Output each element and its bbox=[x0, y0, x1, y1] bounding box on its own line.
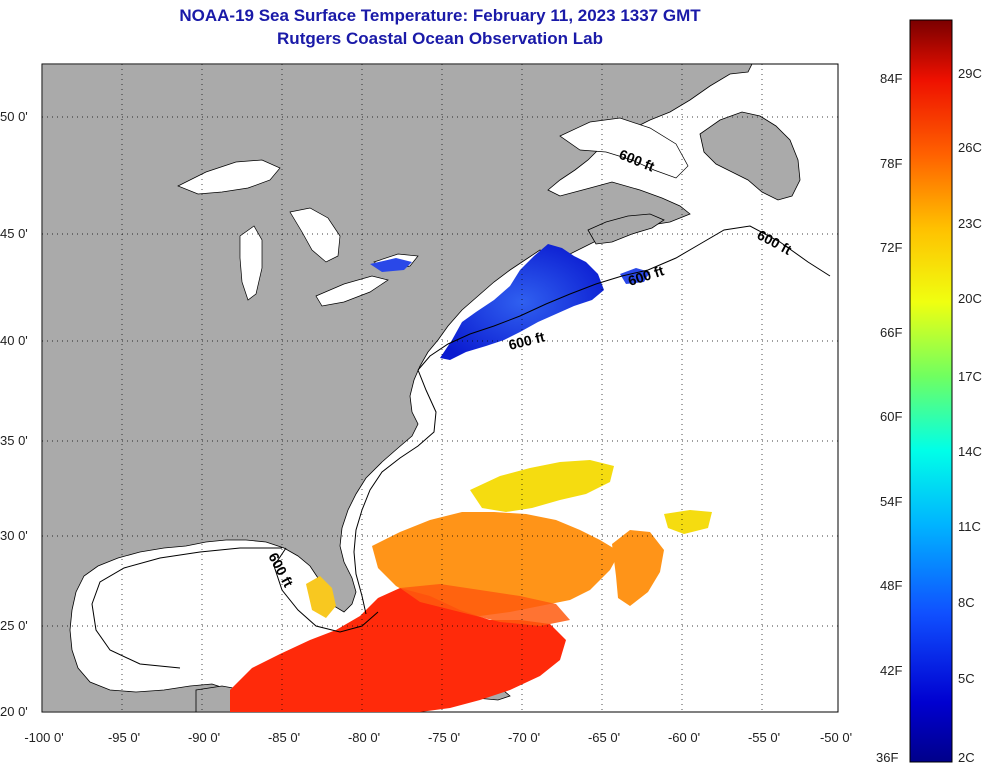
cb-c-label: 20C bbox=[958, 291, 982, 306]
isobath-600ft bbox=[91, 225, 831, 669]
cb-c-label: 14C bbox=[958, 444, 982, 459]
longitude-axis: -100 0' -95 0' -90 0' -85 0' -80 0' -75 … bbox=[24, 730, 852, 745]
cb-c-label: 2C bbox=[958, 750, 975, 765]
sst-yellow-band bbox=[470, 460, 614, 512]
lat-label: 40 0' bbox=[0, 333, 28, 348]
cb-f-label: 54F bbox=[880, 494, 902, 509]
lon-label: -90 0' bbox=[188, 730, 220, 745]
cold-water-patch bbox=[620, 268, 650, 284]
lon-label: -60 0' bbox=[668, 730, 700, 745]
colorbar-celsius-labels: 29C 26C 23C 20C 17C 14C 11C 8C 5C 2C bbox=[958, 66, 982, 765]
cb-c-label: 29C bbox=[958, 66, 982, 81]
lon-label: -95 0' bbox=[108, 730, 140, 745]
sst-orange-red-blend bbox=[400, 584, 570, 626]
lat-label: 20 0' bbox=[0, 704, 28, 719]
cb-f-label: 84F bbox=[880, 71, 902, 86]
lon-label: -75 0' bbox=[428, 730, 460, 745]
sst-red-region bbox=[230, 588, 566, 712]
cb-f-label: 66F bbox=[880, 325, 902, 340]
lat-label: 35 0' bbox=[0, 433, 28, 448]
lon-label: -100 0' bbox=[24, 730, 63, 745]
sst-yellow-patch-east bbox=[664, 510, 712, 534]
grid-lines bbox=[42, 64, 838, 712]
cold-water-region bbox=[440, 244, 604, 360]
lat-label: 50 0' bbox=[0, 109, 28, 124]
land-newfoundland bbox=[699, 111, 801, 201]
lon-label: -50 0' bbox=[820, 730, 852, 745]
lat-label: 25 0' bbox=[0, 618, 28, 633]
gulf-st-lawrence bbox=[559, 117, 689, 179]
cb-c-label: 5C bbox=[958, 671, 975, 686]
land-nova-scotia bbox=[587, 213, 665, 245]
lon-label: -55 0' bbox=[748, 730, 780, 745]
latitude-axis: 50 0' 45 0' 40 0' 35 0' 30 0' 25 0' 20 0… bbox=[0, 109, 28, 719]
colorbar bbox=[909, 19, 953, 763]
sst-yellow-florida bbox=[306, 576, 336, 618]
gulf-no-data bbox=[90, 558, 300, 664]
lon-label: -80 0' bbox=[348, 730, 380, 745]
cb-c-label: 26C bbox=[958, 140, 982, 155]
lon-label: -85 0' bbox=[268, 730, 300, 745]
map-subtitle: Rutgers Coastal Ocean Observation Lab bbox=[277, 29, 603, 48]
cb-c-label: 8C bbox=[958, 595, 975, 610]
cb-f-label: 78F bbox=[880, 156, 902, 171]
cb-c-label: 23C bbox=[958, 216, 982, 231]
cb-c-label: 17C bbox=[958, 369, 982, 384]
land-north-america bbox=[42, 64, 753, 712]
cb-f-label: 72F bbox=[880, 240, 902, 255]
sst-orange-patch-east bbox=[612, 530, 664, 606]
colorbar-fahrenheit-labels: 84F 78F 72F 66F 60F 54F 48F 42F 36F bbox=[876, 71, 902, 765]
lat-label: 45 0' bbox=[0, 226, 28, 241]
cb-c-label: 11C bbox=[958, 519, 981, 534]
cb-f-label: 36F bbox=[876, 750, 898, 765]
cb-f-label: 60F bbox=[880, 409, 902, 424]
cb-f-label: 42F bbox=[880, 663, 902, 678]
lat-label: 30 0' bbox=[0, 528, 28, 543]
cold-water-lake-patch bbox=[370, 258, 412, 272]
map-title: NOAA-19 Sea Surface Temperature: Februar… bbox=[179, 6, 701, 25]
lon-label: -70 0' bbox=[508, 730, 540, 745]
lon-label: -65 0' bbox=[588, 730, 620, 745]
cb-f-label: 48F bbox=[880, 578, 902, 593]
